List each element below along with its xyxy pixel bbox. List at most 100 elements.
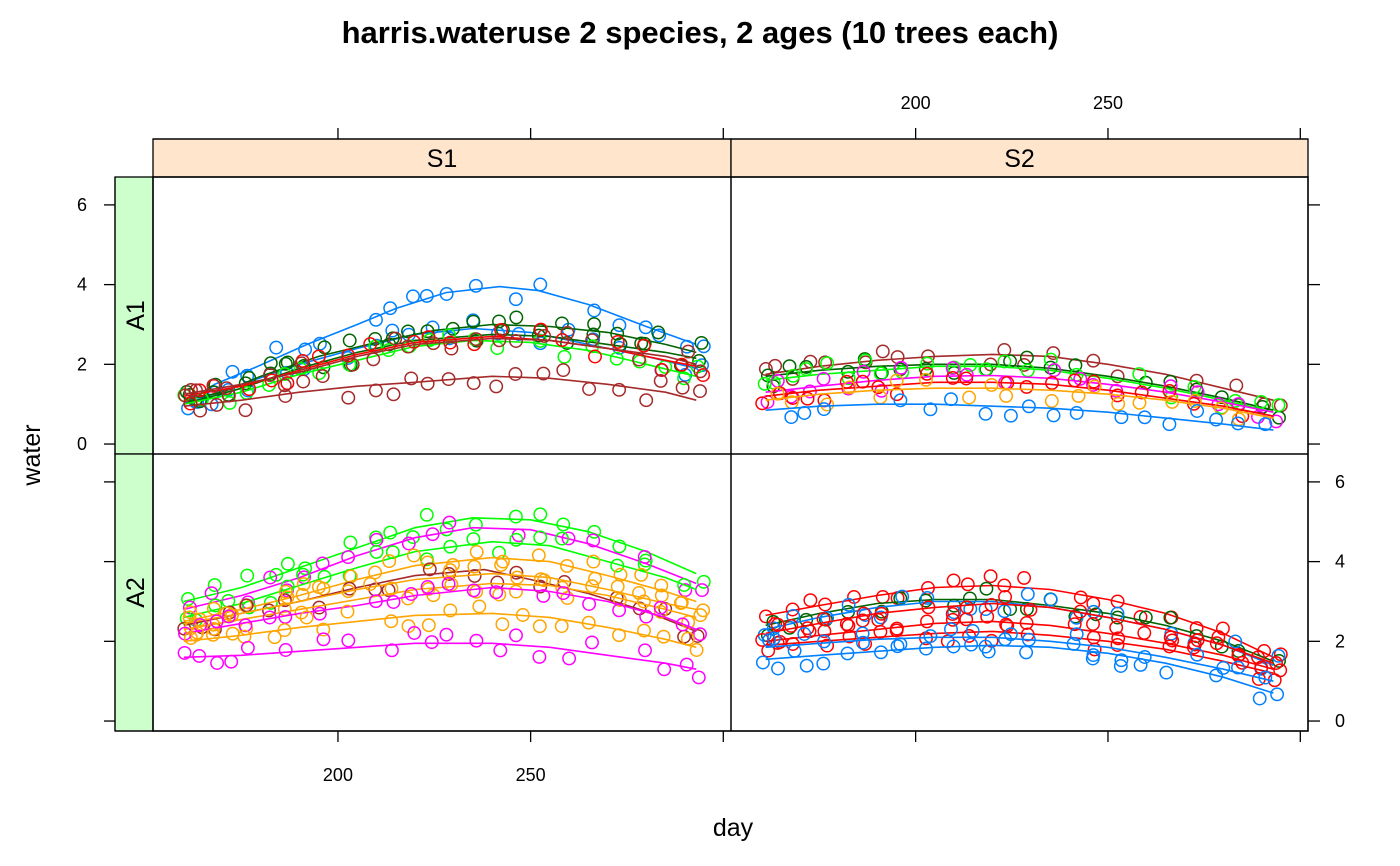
- chart-title: harris.wateruse 2 species, 2 ages (10 tr…: [342, 15, 1059, 50]
- data-point: [295, 587, 310, 602]
- data-point: [1228, 634, 1243, 649]
- data-point: [1132, 395, 1147, 410]
- loess-curve: [765, 363, 1274, 411]
- data-point: [680, 631, 695, 646]
- data-point: [178, 388, 192, 403]
- data-point: [509, 532, 524, 547]
- data-point: [1187, 394, 1202, 408]
- data-point: [675, 380, 690, 395]
- data-point: [696, 574, 711, 589]
- data-point: [1086, 630, 1101, 645]
- strip-s1: [152, 138, 732, 178]
- data-point: [441, 372, 456, 387]
- data-point: [918, 593, 933, 608]
- data-point: [1043, 592, 1058, 607]
- data-point: [1214, 390, 1229, 405]
- data-point: [1229, 378, 1244, 393]
- data-point: [612, 593, 627, 607]
- data-point: [875, 590, 890, 604]
- data-point: [959, 612, 974, 627]
- data-point: [1067, 617, 1082, 632]
- data-point: [679, 657, 694, 672]
- data-point: [675, 617, 690, 632]
- data-point: [368, 565, 383, 580]
- x-tick-label: 250: [516, 765, 546, 785]
- y-tick-label: 2: [1335, 631, 1345, 651]
- data-point: [385, 545, 400, 560]
- data-point: [192, 648, 207, 663]
- data-point: [980, 609, 995, 624]
- data-point: [1071, 388, 1086, 403]
- data-point: [340, 604, 355, 619]
- data-point: [489, 379, 504, 394]
- x-tick-label: 250: [1093, 93, 1123, 113]
- panel-s1-a2: [177, 507, 711, 685]
- data-point: [997, 343, 1012, 357]
- data-point: [766, 621, 781, 636]
- data-point: [1272, 410, 1286, 425]
- data-point: [657, 662, 672, 677]
- data-point: [946, 573, 961, 588]
- data-point: [962, 390, 977, 405]
- data-point: [871, 380, 886, 395]
- data-point: [1231, 416, 1245, 431]
- data-point: [385, 323, 400, 338]
- data-point: [842, 380, 857, 395]
- data-point: [221, 609, 236, 624]
- data-point: [509, 584, 523, 599]
- data-point: [944, 622, 958, 637]
- data-point: [639, 393, 654, 408]
- data-point: [492, 314, 506, 329]
- data-point: [316, 632, 331, 647]
- data-point: [466, 314, 481, 329]
- data-point: [984, 377, 999, 392]
- data-point: [1159, 665, 1174, 680]
- strip-label-s1: S1: [427, 145, 458, 173]
- data-point: [1017, 570, 1032, 585]
- data-point: [585, 333, 600, 348]
- data-point: [692, 354, 707, 368]
- x-axis-title: day: [713, 814, 754, 842]
- data-point: [561, 531, 576, 546]
- data-point: [632, 585, 646, 600]
- data-point: [816, 371, 831, 386]
- data-point: [818, 597, 833, 612]
- data-point: [311, 349, 326, 364]
- data-point: [1045, 375, 1059, 390]
- data-point: [264, 373, 279, 388]
- data-point: [653, 373, 668, 388]
- data-point: [983, 569, 998, 584]
- data-point: [555, 333, 570, 347]
- data-point: [1189, 373, 1204, 388]
- series-3-7: [755, 632, 1285, 706]
- data-point: [581, 615, 596, 630]
- data-point: [1110, 638, 1125, 652]
- data-point: [177, 645, 192, 660]
- data-point: [761, 643, 776, 658]
- data-point: [1068, 609, 1083, 624]
- panel-s2-a1: [755, 343, 1288, 432]
- data-point: [609, 351, 624, 366]
- data-point: [856, 364, 871, 379]
- data-point: [560, 558, 574, 573]
- data-point: [693, 608, 708, 623]
- data-point: [1254, 394, 1269, 409]
- series-0-2: [179, 310, 709, 407]
- data-point: [278, 584, 293, 599]
- data-point: [856, 606, 871, 621]
- data-point: [562, 651, 577, 666]
- data-point: [817, 634, 831, 649]
- data-point: [610, 326, 625, 341]
- data-point: [495, 617, 510, 632]
- data-point: [1209, 636, 1224, 651]
- data-point: [1134, 385, 1149, 400]
- data-point: [1066, 636, 1081, 651]
- strip-s2: [730, 138, 1309, 178]
- data-point: [442, 515, 457, 530]
- data-point: [1138, 610, 1153, 625]
- data-point: [1019, 616, 1034, 630]
- data-point: [889, 623, 904, 638]
- loess-curve: [765, 644, 1274, 694]
- data-point: [696, 368, 711, 383]
- data-point: [269, 340, 284, 355]
